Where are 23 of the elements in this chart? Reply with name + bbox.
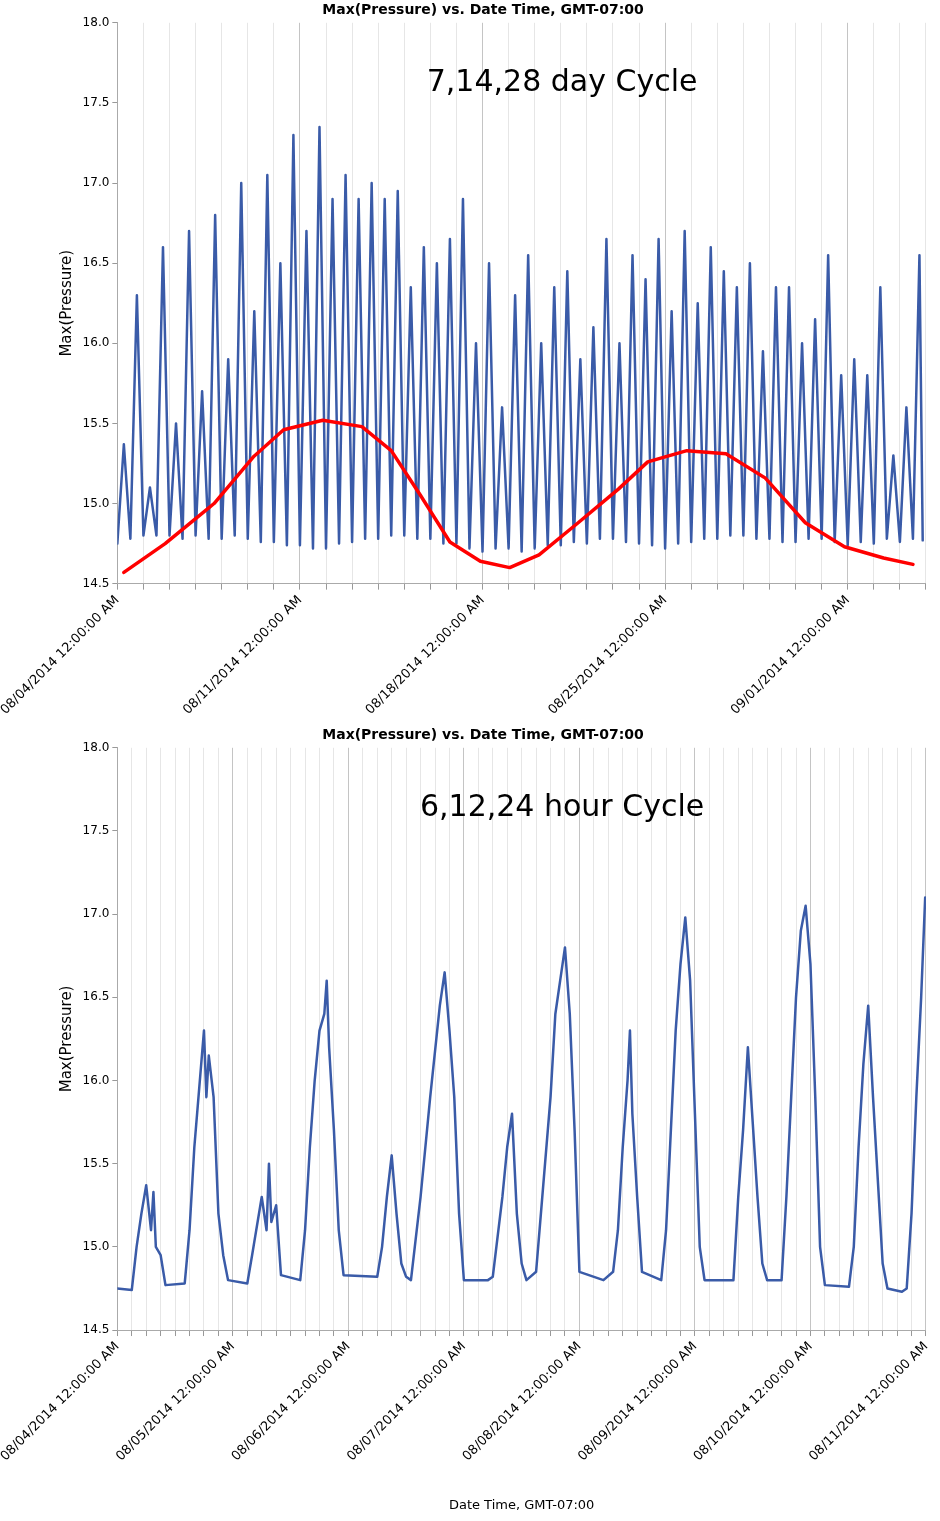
y-tick-label: 17.0: [82, 906, 110, 921]
y-tick-label: 15.0: [82, 495, 110, 510]
y-tick-label: 17.5: [82, 823, 110, 838]
y-axis-title: Max(Pressure): [56, 249, 75, 357]
y-tick-label: 16.5: [82, 255, 110, 270]
y-tick-label: 14.5: [82, 1322, 110, 1337]
y-tick-label: 17.5: [82, 95, 110, 110]
y-tick-label: 14.5: [82, 575, 110, 590]
y-tick-label: 15.0: [82, 1238, 110, 1253]
y-tick-label: 18.0: [82, 14, 110, 29]
y-tick-label: 15.5: [82, 415, 110, 430]
chart-title: Max(Pressure) vs. Date Time, GMT-07:00: [322, 726, 644, 743]
x-axis-title: Date Time, GMT-07:00: [448, 1496, 595, 1512]
y-tick-label: 18.0: [82, 739, 110, 754]
y-tick-label: 16.5: [82, 989, 110, 1004]
annotation: 7,14,28 day Cycle: [426, 62, 698, 98]
y-axis-title: Max(Pressure): [56, 985, 75, 1093]
y-tick-label: 17.0: [82, 175, 110, 190]
chart-title: Max(Pressure) vs. Date Time, GMT-07:00: [322, 1, 644, 18]
y-tick-label: 15.5: [82, 1155, 110, 1170]
y-tick-label: 16.0: [82, 335, 110, 350]
y-tick-label: 16.0: [82, 1072, 110, 1087]
annotation: 6,12,24 hour Cycle: [419, 787, 705, 823]
